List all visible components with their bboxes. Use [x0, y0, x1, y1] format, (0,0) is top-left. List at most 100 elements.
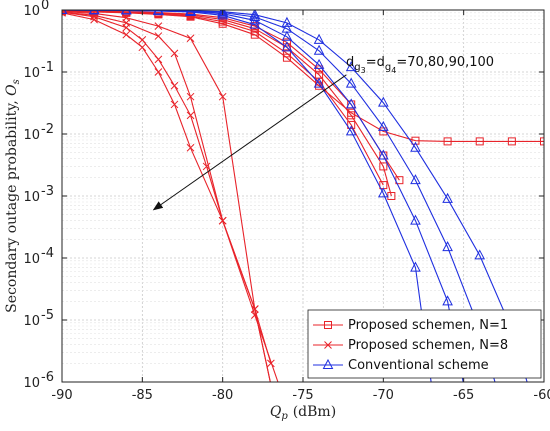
- data-point-triangle: [313, 58, 325, 69]
- data-point-x: [170, 81, 179, 90]
- legend: Proposed schemen, N=1 Proposed schemen, …: [307, 309, 542, 379]
- data-point-square: [411, 136, 420, 145]
- data-point-triangle: [442, 295, 453, 306]
- data-point-triangle: [410, 141, 421, 152]
- data-point-x: [218, 92, 227, 101]
- y-tick-label: 10: [23, 314, 40, 329]
- data-point-triangle: [410, 214, 421, 225]
- data-point-x: [186, 111, 195, 120]
- y-tick-exponent: -1: [41, 60, 54, 75]
- data-point-square: [282, 49, 291, 58]
- data-point-x: [154, 55, 163, 64]
- x-axis: -90 -85 -80 -75 -70 -65 -60: [51, 10, 550, 403]
- data-point-triangle: [322, 358, 334, 369]
- data-point-square: [347, 111, 356, 120]
- data-point-triangle: [313, 33, 325, 44]
- data-point-square: [379, 162, 388, 171]
- x-tick-label: -60: [533, 388, 550, 403]
- data-point-x: [218, 216, 227, 225]
- data-point-x: [186, 143, 195, 152]
- data-point-triangle: [410, 261, 421, 272]
- series-7: [62, 10, 279, 382]
- y-tick-label: 10: [23, 376, 40, 391]
- x-axis-label: Qp (dBm): [270, 404, 336, 422]
- data-point-square: [475, 137, 484, 146]
- data-point-triangle: [313, 77, 325, 88]
- data-point-triangle: [378, 187, 389, 198]
- x-tick-label: -90: [51, 388, 72, 403]
- x-tick-label: -85: [132, 388, 153, 403]
- data-point-triangle: [281, 41, 293, 52]
- distance-annotation: dg3=dg4=70,80,90,100: [346, 55, 494, 75]
- data-point-x: [170, 100, 179, 109]
- data-point-x: [154, 22, 163, 30]
- data-point-x: [186, 34, 195, 43]
- data-point-x: [186, 92, 195, 101]
- data-point-x: [154, 68, 163, 76]
- data-point-x: [154, 32, 163, 40]
- data-point-triangle: [281, 22, 293, 33]
- data-point-triangle: [88, 10, 100, 15]
- y-tick-label: 10: [23, 66, 40, 81]
- data-point-square: [347, 120, 356, 129]
- data-point-triangle: [378, 120, 389, 131]
- data-point-x: [138, 35, 147, 44]
- series-line: [62, 10, 272, 364]
- y-tick-label: 10: [23, 4, 40, 19]
- data-point-square: [507, 137, 516, 146]
- data-point-triangle: [345, 61, 357, 72]
- series-8: [62, 10, 275, 368]
- legend-label-3: Conventional scheme: [348, 358, 489, 373]
- legend-label-1: Proposed schemen, N=1: [348, 318, 508, 333]
- data-point-square: [324, 321, 332, 329]
- y-tick-label: 10: [23, 252, 40, 267]
- data-point-square: [540, 137, 544, 146]
- data-point-x: [170, 49, 179, 58]
- legend-box: [307, 309, 542, 379]
- legend-label-2: Proposed schemen, N=8: [348, 338, 508, 353]
- data-point-square: [282, 53, 291, 62]
- data-point-x: [324, 341, 332, 349]
- data-point-x: [138, 43, 147, 52]
- y-tick-exponent: 0: [41, 0, 49, 13]
- data-point-triangle: [442, 241, 453, 252]
- data-point-triangle: [249, 10, 261, 22]
- data-point-x: [122, 13, 131, 22]
- data-point-triangle: [120, 10, 132, 15]
- data-point-triangle: [410, 174, 421, 185]
- data-point-triangle: [313, 44, 325, 55]
- data-point-x: [267, 359, 275, 368]
- data-point-triangle: [249, 10, 261, 19]
- x-tick-label: -70: [373, 388, 394, 403]
- data-point-triangle: [378, 96, 389, 107]
- data-point-triangle: [345, 77, 357, 88]
- annotation-arrow: [152, 74, 347, 211]
- data-point-triangle: [345, 98, 357, 109]
- data-point-square: [443, 137, 452, 146]
- data-point-square: [282, 38, 291, 47]
- data-point-triangle: [217, 10, 228, 16]
- y-tick-exponent: -4: [41, 246, 54, 261]
- y-tick-exponent: -6: [41, 370, 54, 385]
- x-tick-label: -75: [292, 388, 313, 403]
- data-point-x: [250, 305, 259, 313]
- legend-entries: [313, 321, 343, 369]
- x-tick-label: -65: [453, 388, 474, 403]
- y-tick-exponent: -5: [41, 308, 54, 323]
- y-axis-label: Secondary outage probability, Os: [4, 79, 22, 313]
- y-tick-label: 10: [23, 128, 40, 143]
- data-point-triangle: [249, 14, 261, 25]
- data-point-triangle: [153, 10, 164, 15]
- data-point-x: [122, 30, 131, 39]
- y-tick-exponent: -3: [41, 184, 54, 199]
- data-point-triangle: [281, 30, 293, 41]
- x-tick-label: -80: [212, 388, 233, 403]
- data-point-triangle: [378, 149, 389, 160]
- data-point-triangle: [474, 249, 486, 260]
- y-tick-exponent: -2: [41, 122, 54, 137]
- y-tick-label: 10: [23, 190, 40, 205]
- data-point-triangle: [281, 16, 293, 27]
- data-point-triangle: [345, 125, 357, 136]
